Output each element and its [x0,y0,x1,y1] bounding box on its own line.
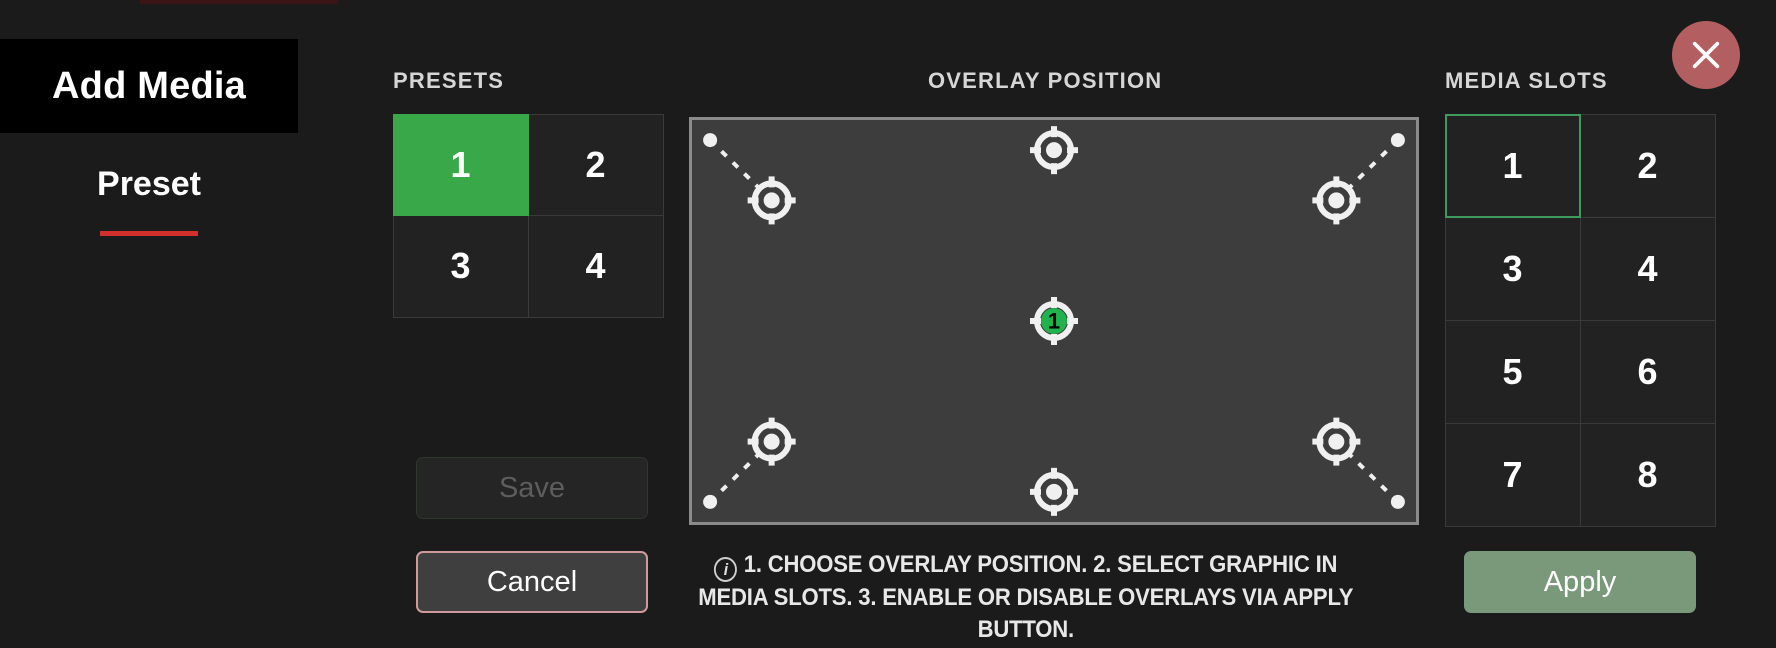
marker-core [1046,142,1062,159]
marker-core [763,433,780,450]
overlay-marker-top-center[interactable] [1030,126,1078,175]
instruction-strip: i 1. CHOOSE OVERLAY POSITION. 2. SELECT G… [690,549,1362,645]
overlay-marker-bottom-center[interactable] [1030,467,1078,516]
corner-dot-bottom-right [1390,494,1405,509]
media-slot-5[interactable]: 5 [1444,319,1581,424]
guide-line [708,440,774,504]
close-button[interactable] [1672,21,1740,89]
top-accent-line [140,0,338,4]
presets-grid: 1 2 3 4 [392,113,664,318]
media-slot-2[interactable]: 2 [1579,113,1716,218]
preset-underline [100,231,198,236]
apply-button[interactable]: Apply [1464,551,1696,613]
media-slot-6[interactable]: 6 [1579,319,1716,424]
preset-button-4[interactable]: 4 [527,215,664,318]
marker-label: 1 [1048,309,1060,334]
overlay-markers: 1 [747,126,1361,516]
media-slot-3[interactable]: 3 [1444,216,1581,321]
marker-core [1328,433,1345,450]
media-slot-4[interactable]: 4 [1579,216,1716,321]
marker-core [1328,192,1345,209]
overlay-position-canvas: 1 [703,126,1405,516]
media-slot-8[interactable]: 8 [1579,422,1716,527]
marker-core [763,192,780,209]
corner-dots [703,133,1405,509]
page-title: Add Media [52,64,246,107]
marker-core [1046,483,1062,500]
guide-line [1334,138,1400,202]
media-slots-grid: 1 2 3 4 5 6 7 8 [1444,113,1716,527]
guide-line [1334,440,1400,504]
marker-core [1041,308,1067,334]
media-slot-1[interactable]: 1 [1444,113,1581,218]
preset-button-3[interactable]: 3 [392,215,529,318]
corner-dot-top-left [703,133,718,148]
save-button[interactable]: Save [416,457,648,519]
overlay-position-panel[interactable]: 1 [689,117,1419,525]
overlay-marker-center[interactable]: 1 [1030,297,1078,345]
presets-heading: PRESETS [393,68,505,93]
preset-button-1[interactable]: 1 [392,113,529,216]
dialog-title-block: Add Media [0,39,298,133]
guide-line [708,138,774,202]
info-icon: i [714,557,738,582]
overlay-position-heading: OVERLAY POSITION [928,68,1163,93]
overlay-marker-bottom-left[interactable] [747,417,796,466]
overlay-marker-top-left[interactable] [747,176,796,225]
media-slot-7[interactable]: 7 [1444,422,1581,527]
preset-button-2[interactable]: 2 [527,113,664,216]
cancel-button[interactable]: Cancel [416,551,648,613]
close-icon [1692,41,1720,69]
instruction-text: 1. CHOOSE OVERLAY POSITION. 2. SELECT GR… [698,551,1354,643]
media-slots-heading: MEDIA SLOTS [1445,68,1608,93]
overlay-marker-top-right[interactable] [1312,176,1361,225]
overlay-marker-bottom-right[interactable] [1312,417,1361,466]
corner-dot-top-right [1390,133,1405,148]
preset-section-label: Preset [97,165,201,203]
corner-dot-bottom-left [703,494,718,509]
